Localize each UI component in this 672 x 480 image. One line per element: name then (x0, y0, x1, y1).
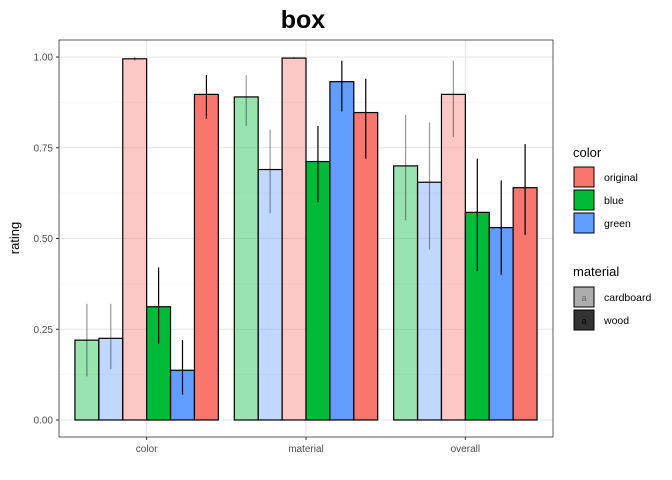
x-tick-label: material (288, 444, 324, 455)
y-tick-label: 0.00 (34, 416, 54, 427)
material-legend-key (573, 286, 595, 308)
color-legend-title: color (573, 145, 602, 160)
bar (193, 93, 219, 421)
bar (281, 57, 307, 421)
y-tick-label: 0.50 (34, 234, 54, 245)
bar (440, 93, 466, 421)
bar (353, 111, 379, 421)
y-axis-title: rating (7, 222, 22, 255)
color-legend-label: blue (604, 195, 624, 207)
bar (233, 96, 259, 421)
material-legend-glyph: a (581, 316, 586, 326)
y-axis: 0.00 0.25 0.50 0.75 1.00 (34, 53, 59, 427)
x-tick-label: color (136, 444, 158, 455)
color-legend-key (573, 166, 595, 188)
color-legend-label: original (604, 172, 638, 184)
material-legend-title: material (573, 264, 619, 279)
material-legend-label: cardboard (604, 292, 651, 304)
bar (122, 58, 148, 421)
x-tick-label: overall (451, 444, 480, 455)
material-legend: material a cardboard a wood (573, 264, 651, 331)
chart-title: box (281, 6, 326, 34)
color-legend-label: green (604, 218, 631, 230)
material-legend-glyph: a (581, 293, 586, 303)
panel-border (58, 39, 554, 438)
y-tick-label: 0.75 (34, 143, 54, 154)
color-legend-key (573, 189, 595, 211)
x-axis: color material overall (136, 437, 480, 455)
color-legend-key (573, 212, 595, 234)
bars (74, 57, 538, 421)
material-legend-key (573, 309, 595, 331)
y-tick-label: 1.00 (34, 53, 54, 64)
y-tick-label: 0.25 (34, 325, 54, 336)
error-bars (86, 57, 526, 395)
material-legend-label: wood (603, 315, 629, 327)
bar (329, 81, 355, 421)
